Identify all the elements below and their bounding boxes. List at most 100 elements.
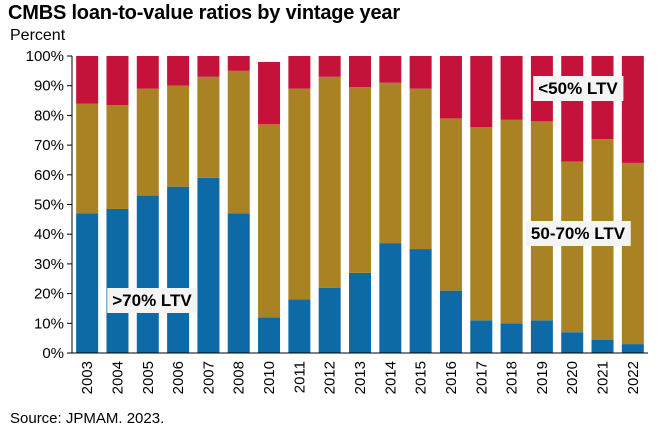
bar-segment-gt70 (439, 290, 462, 353)
annotation-box (525, 221, 631, 246)
bar-segment-gt70 (349, 272, 371, 353)
bar-segment-lt50 (349, 56, 371, 88)
y-axis: 0% 10% 20% 30% 40% 50% 60% 70% 80% 90% 100% (26, 48, 73, 362)
bar-segment-gt70 (379, 243, 402, 353)
bar-segment-mid (409, 88, 432, 250)
y-tick-label: 70% (34, 137, 64, 154)
annotation-box (533, 76, 624, 101)
bar-segment-gt70 (530, 320, 553, 353)
y-tick-label: 60% (34, 167, 64, 184)
x-tick-label: 2006 (170, 361, 187, 394)
bar-segment-gt70 (197, 177, 220, 353)
bar-segment-mid (621, 162, 644, 345)
x-tick-label: 2005 (140, 361, 157, 394)
bar-segment-mid (197, 76, 220, 178)
y-unit-label: Percent (10, 27, 66, 44)
x-tick-label: 2010 (261, 361, 278, 394)
y-tick-label: 30% (34, 256, 64, 273)
x-tick-label: 2004 (109, 361, 126, 394)
y-tick-label: 100% (26, 48, 64, 65)
x-tick-label: 2017 (473, 361, 490, 394)
bar-segment-mid (136, 88, 159, 196)
annotation-text: <50% LTV (538, 79, 618, 98)
x-tick-label: 2015 (413, 361, 430, 394)
annotation-label: <50% LTV (533, 76, 624, 101)
bar-segment-lt50 (258, 61, 281, 125)
y-tick-label: 90% (34, 78, 64, 95)
bars (76, 56, 644, 353)
bar-segment-mid (561, 161, 584, 333)
x-tick-label: 2012 (322, 361, 339, 394)
bar-segment-mid (76, 103, 99, 214)
y-tick-label: 0% (42, 345, 64, 362)
bar-segment-mid (379, 82, 402, 244)
x-tick-label: 2016 (443, 361, 460, 394)
bar-segment-lt50 (288, 56, 311, 89)
bar-segment-gt70 (106, 208, 129, 353)
bar-segment-gt70 (136, 195, 159, 353)
bar-segment-lt50 (500, 56, 523, 120)
x-tick-label: 2020 (564, 361, 581, 394)
bar-segment-lt50 (136, 56, 159, 89)
x-tick-label: 2008 (231, 361, 248, 394)
annotation-text: >70% LTV (112, 291, 192, 310)
bar-segment-mid (530, 121, 553, 321)
x-tick-label: 2018 (504, 361, 521, 394)
bar-segment-mid (227, 70, 250, 214)
x-tick-label: 2014 (382, 361, 399, 394)
bar-segment-gt70 (591, 339, 614, 353)
y-tick-label: 10% (34, 315, 64, 332)
bar-segment-mid (470, 127, 493, 321)
x-axis: 2003 2004 2005 2006 2007 2008 2010 2011 2012 2013… (72, 352, 648, 394)
bar-segment-lt50 (318, 56, 341, 77)
y-tick-label: 80% (34, 107, 64, 124)
bar-segment-gt70 (621, 344, 644, 353)
annotation-box (107, 288, 198, 313)
bar-segment-gt70 (470, 320, 493, 353)
bar-segment-mid (167, 85, 190, 187)
bar-segment-mid (288, 88, 311, 300)
y-tick-label: 50% (34, 197, 64, 214)
bar-segment-lt50 (439, 56, 462, 119)
bar-segment-gt70 (561, 332, 584, 353)
bar-segment-mid (439, 118, 462, 291)
bar-segment-lt50 (379, 56, 402, 83)
bar-segment-lt50 (76, 56, 99, 104)
bar-segment-mid (500, 119, 523, 324)
x-tick-label: 2011 (291, 361, 308, 393)
annotation-label: >70% LTV (107, 288, 198, 313)
bar-segment-lt50 (561, 56, 584, 162)
bar-segment-mid (258, 124, 281, 318)
bar-segment-gt70 (227, 213, 250, 353)
x-tick-label: 2021 (595, 361, 612, 394)
bar-segment-lt50 (106, 56, 129, 106)
chart-title: CMBS loan-to-value ratios by vintage yea… (8, 2, 400, 24)
bar-segment-lt50 (167, 56, 190, 86)
annotations: <50% LTV 50-70% LTV >70% LTV (107, 76, 631, 313)
y-tick-label: 20% (34, 286, 64, 303)
bar-segment-lt50 (227, 56, 250, 71)
x-tick-label: 2019 (534, 361, 551, 394)
annotation-label: 50-70% LTV (525, 221, 631, 246)
bar-segment-lt50 (409, 56, 432, 89)
annotation-text: 50-70% LTV (531, 224, 626, 243)
bar-segment-gt70 (76, 213, 99, 353)
bar-segment-mid (106, 105, 129, 209)
bar-segment-lt50 (197, 56, 220, 77)
bar-segment-gt70 (500, 323, 523, 353)
bar-segment-gt70 (288, 299, 311, 353)
x-tick-label: 2022 (625, 361, 642, 394)
x-tick-label: 2007 (200, 361, 217, 394)
bar-segment-lt50 (470, 56, 493, 128)
x-tick-label: 2003 (79, 361, 96, 394)
bar-segment-gt70 (318, 287, 341, 353)
bar-segment-gt70 (409, 249, 432, 353)
source-note: Source: JPMAM. 2023. (10, 410, 165, 427)
bar-segment-mid (349, 87, 371, 273)
x-tick-label: 2013 (352, 361, 369, 394)
y-tick-label: 40% (34, 226, 64, 243)
bar-segment-mid (318, 76, 341, 288)
bar-segment-gt70 (167, 186, 190, 353)
bar-segment-lt50 (621, 56, 644, 163)
